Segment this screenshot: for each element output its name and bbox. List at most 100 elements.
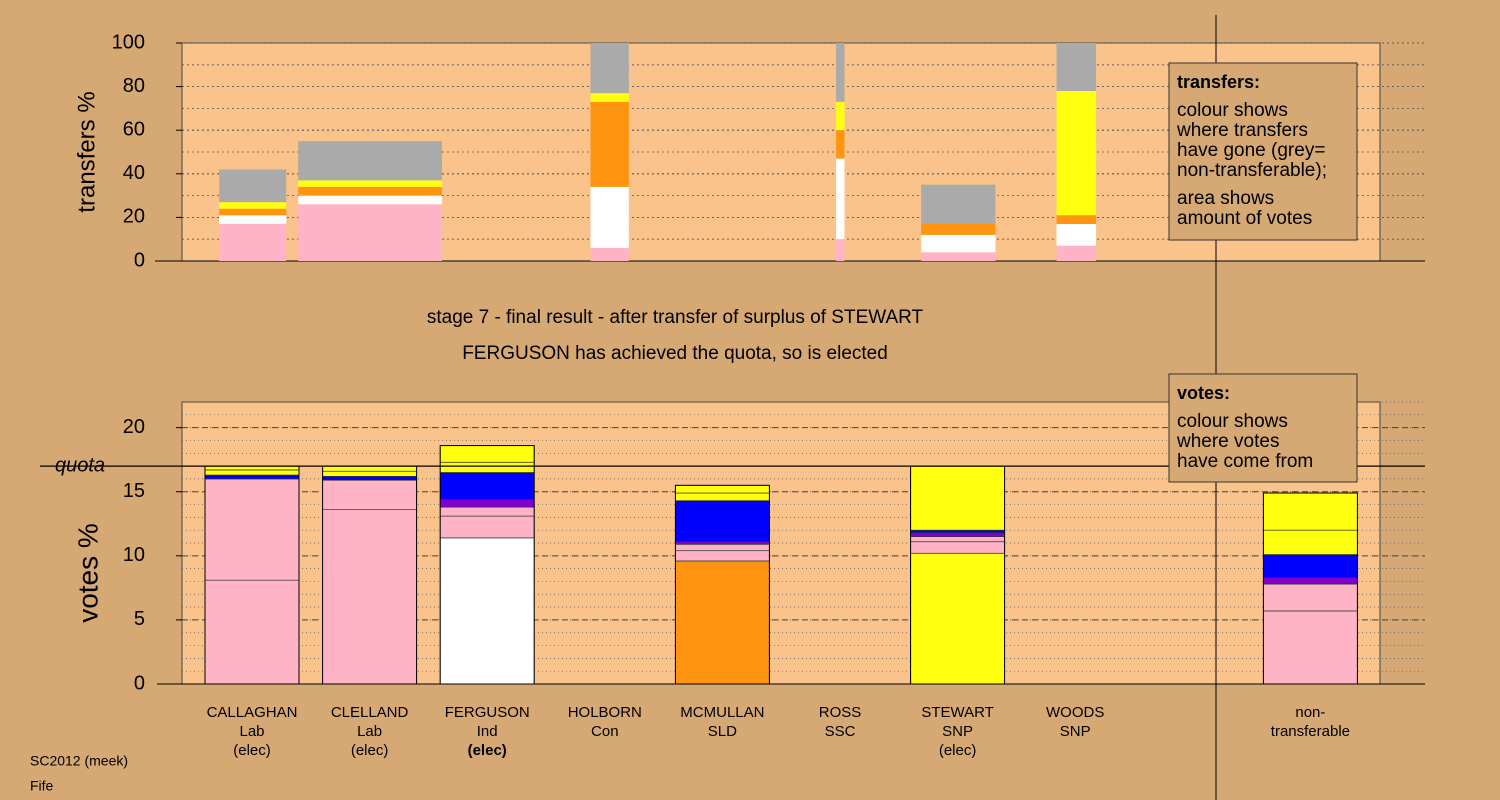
transfer-segment <box>590 101 629 187</box>
note-box <box>1168 373 1358 483</box>
category-label: Ind <box>477 723 498 740</box>
vote-segment <box>910 536 1005 543</box>
y-tick-label: 5 <box>134 608 145 630</box>
vote-segment <box>675 560 770 685</box>
category-label: (elec) <box>351 742 389 759</box>
subtitle: FERGUSON has achieved the quota, so is e… <box>462 343 888 364</box>
category-label: SNP <box>942 723 973 740</box>
vote-segment <box>675 484 770 494</box>
vote-segment <box>439 461 535 473</box>
transfer-segment <box>298 186 442 196</box>
vote-segment <box>675 500 770 543</box>
transfer-segment <box>1056 90 1097 216</box>
transfer-segment <box>921 223 996 235</box>
category-label: SLD <box>708 723 737 740</box>
category-label: STEWART <box>921 704 994 721</box>
vote-segment <box>439 537 535 685</box>
transfer-segment <box>921 184 996 224</box>
y-tick-label: 10 <box>123 544 145 566</box>
note-line: colour shows <box>1177 100 1288 121</box>
transfer-segment <box>298 180 442 187</box>
transfer-segment <box>1056 43 1097 91</box>
y-tick-label: 100 <box>112 31 145 53</box>
y-tick-label: 60 <box>123 118 145 140</box>
vote-segment <box>439 506 535 517</box>
note-line: where transfers <box>1176 120 1308 141</box>
transfer-segment <box>590 93 629 102</box>
y-tick-label: 20 <box>123 206 145 228</box>
transfer-segment <box>298 141 442 181</box>
vote-segment <box>910 541 1005 554</box>
vote-segment <box>675 492 770 502</box>
transfer-segment <box>590 247 629 261</box>
transfer-segment <box>836 239 845 261</box>
category-label: MCMULLAN <box>680 704 764 721</box>
transfer-segment <box>298 204 442 261</box>
vote-segment <box>1263 492 1358 531</box>
transfer-segment <box>1056 245 1097 261</box>
category-label: Lab <box>239 723 264 740</box>
vote-segment <box>675 550 770 562</box>
subtitle: stage 7 - final result - after transfer … <box>427 307 924 328</box>
transfer-segment <box>836 43 845 102</box>
category-label: FERGUSON <box>445 704 530 721</box>
transfer-segment <box>219 202 287 209</box>
y-tick-label: 0 <box>134 249 145 271</box>
y-tick-label: 0 <box>134 672 145 694</box>
transfer-segment <box>219 223 287 261</box>
note-line: non-transferable); <box>1177 160 1327 181</box>
note-line: have come from <box>1177 451 1313 472</box>
footer-line: SC2012 (meek) <box>30 753 128 769</box>
y-axis-label: votes % <box>72 523 103 623</box>
y-tick-label: 15 <box>123 480 145 502</box>
transfer-segment <box>1056 215 1097 224</box>
vote-segment <box>322 475 417 481</box>
vote-segment <box>910 532 1005 537</box>
category-label: (elec) <box>233 742 271 759</box>
transfer-segment <box>836 158 845 240</box>
category-label: (elec) <box>468 742 507 759</box>
transfer-segment <box>219 215 287 224</box>
vote-segment <box>204 478 300 581</box>
vote-segment <box>910 552 1005 685</box>
transfer-segment <box>590 186 629 248</box>
note-line: have gone (grey= <box>1177 140 1325 161</box>
y-tick-label: 20 <box>123 416 145 438</box>
transfer-segment <box>921 234 996 253</box>
note-line: area shows <box>1177 188 1274 209</box>
vote-segment <box>204 469 300 476</box>
category-label: (elec) <box>939 742 977 759</box>
vote-segment <box>204 579 300 685</box>
vote-segment <box>1263 554 1358 578</box>
category-label: Con <box>591 723 619 740</box>
vote-segment <box>439 499 535 508</box>
vote-segment <box>910 529 1005 534</box>
note-line: amount of votes <box>1177 208 1312 229</box>
transfer-segment <box>836 130 845 159</box>
vote-segment <box>1263 577 1358 585</box>
transfer-segment <box>219 169 287 203</box>
vote-segment <box>322 465 417 472</box>
vote-segment <box>1263 529 1358 555</box>
vote-segment <box>439 515 535 539</box>
category-label: HOLBORN <box>568 704 642 721</box>
category-label: SSC <box>825 723 856 740</box>
note-line: colour shows <box>1177 411 1288 432</box>
y-tick-label: 40 <box>123 162 145 184</box>
category-label: ROSS <box>819 704 862 721</box>
category-label: transferable <box>1271 723 1350 740</box>
transfer-segment <box>921 252 996 261</box>
category-label: SNP <box>1060 723 1091 740</box>
transfer-segment <box>836 101 845 131</box>
vote-segment <box>322 470 417 477</box>
category-label: Lab <box>357 723 382 740</box>
quota-label: quota <box>55 454 105 476</box>
category-label: WOODS <box>1046 704 1104 721</box>
vote-segment <box>322 509 417 685</box>
note-title: votes: <box>1177 383 1230 403</box>
footer-line: Fife <box>30 778 54 794</box>
transfer-segment <box>1056 223 1097 246</box>
transfer-segment <box>298 195 442 205</box>
